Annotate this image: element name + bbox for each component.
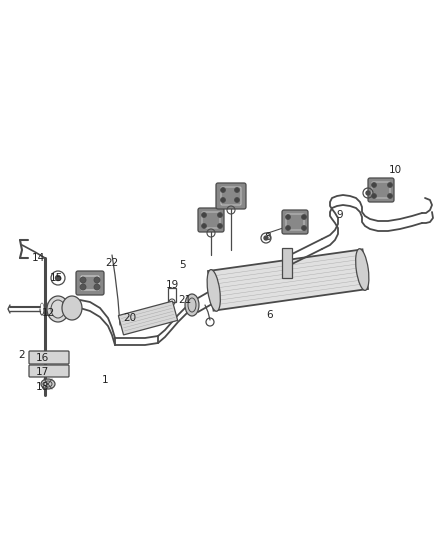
Circle shape [371, 182, 377, 188]
Polygon shape [208, 249, 368, 311]
Circle shape [56, 276, 60, 280]
FancyBboxPatch shape [29, 365, 69, 377]
Circle shape [371, 193, 377, 198]
Ellipse shape [62, 296, 82, 320]
Ellipse shape [47, 296, 69, 322]
Text: 5: 5 [180, 260, 186, 270]
Text: 7: 7 [290, 217, 297, 227]
Circle shape [301, 214, 307, 220]
Ellipse shape [207, 270, 220, 311]
Circle shape [286, 214, 290, 220]
Circle shape [264, 236, 268, 240]
FancyBboxPatch shape [29, 351, 69, 364]
Polygon shape [118, 301, 178, 335]
FancyBboxPatch shape [198, 208, 224, 232]
Text: 4: 4 [205, 215, 211, 225]
Text: 11: 11 [368, 185, 381, 195]
Text: 6: 6 [267, 310, 273, 320]
Text: 21: 21 [178, 295, 192, 305]
Circle shape [94, 277, 100, 283]
Text: 12: 12 [41, 308, 55, 318]
Text: 3: 3 [227, 190, 233, 200]
Text: 13: 13 [81, 277, 95, 287]
Circle shape [388, 182, 392, 188]
Circle shape [301, 225, 307, 230]
Text: 17: 17 [35, 367, 49, 377]
Circle shape [201, 223, 206, 229]
Text: 20: 20 [124, 313, 137, 323]
Bar [282, 248, 292, 278]
Circle shape [234, 188, 240, 192]
Circle shape [80, 277, 86, 283]
FancyBboxPatch shape [368, 178, 394, 202]
Circle shape [94, 284, 100, 290]
Circle shape [201, 213, 206, 217]
Text: 2: 2 [19, 350, 25, 360]
FancyBboxPatch shape [216, 183, 246, 209]
Text: 16: 16 [35, 353, 49, 363]
Circle shape [80, 284, 86, 290]
Circle shape [218, 213, 223, 217]
Text: 19: 19 [166, 280, 179, 290]
Circle shape [220, 188, 226, 192]
Text: 15: 15 [49, 273, 63, 283]
Ellipse shape [185, 294, 199, 316]
Bar [168, 288, 176, 302]
Ellipse shape [41, 379, 55, 389]
Circle shape [234, 198, 240, 203]
Text: 14: 14 [32, 253, 45, 263]
Text: 10: 10 [389, 165, 402, 175]
FancyBboxPatch shape [76, 271, 104, 295]
Text: 9: 9 [337, 210, 343, 220]
Text: 8: 8 [265, 232, 271, 242]
Circle shape [388, 193, 392, 198]
Text: 1: 1 [102, 375, 108, 385]
Text: 22: 22 [106, 258, 119, 268]
Circle shape [286, 225, 290, 230]
Text: 18: 18 [35, 382, 49, 392]
Circle shape [218, 223, 223, 229]
FancyBboxPatch shape [282, 210, 308, 234]
Ellipse shape [356, 249, 369, 290]
Circle shape [366, 191, 370, 195]
Circle shape [220, 198, 226, 203]
